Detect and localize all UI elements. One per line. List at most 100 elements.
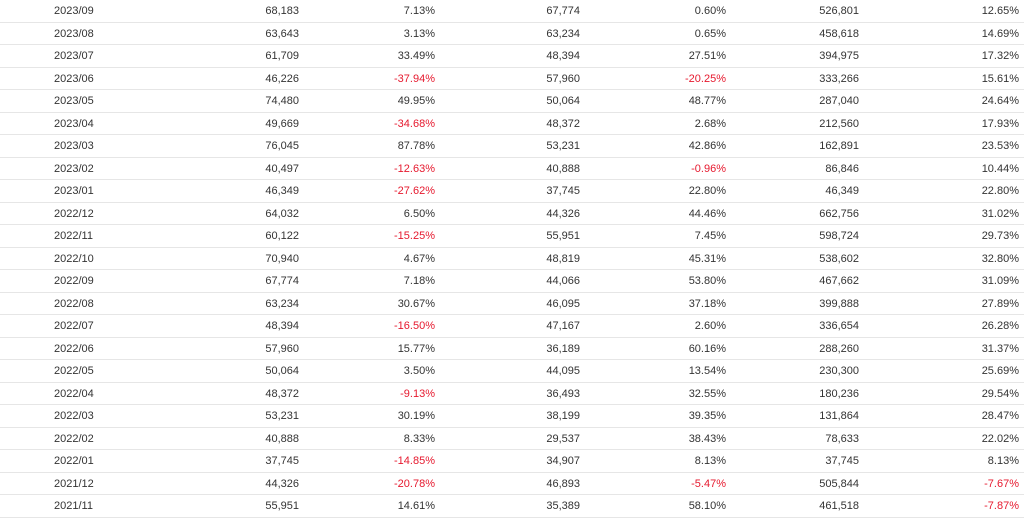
month-cell: 2023/07 [54,50,94,62]
change-2-cell: 27.51% [688,50,726,62]
value-1-cell: 50,064 [265,365,299,377]
cumulative-change-cell: 24.64% [981,95,1019,107]
cumulative-change-cell: 26.28% [981,320,1019,332]
month-cell: 2021/12 [54,477,94,490]
cumulative-value-cell: 86,846 [825,162,859,175]
cumulative-value-cell: 399,888 [819,297,859,310]
change-2-cell: 38.43% [688,432,726,445]
value-1-cell: 61,709 [265,50,299,62]
value-1-cell: 46,226 [265,72,299,85]
value-1-cell: 40,497 [265,162,299,175]
change-1-cell: 7.13% [403,5,435,17]
value-2-cell: 53,231 [546,140,580,152]
value-2-cell: 67,774 [546,5,580,17]
cumulative-change-cell: 27.89% [981,297,1019,310]
change-2-cell: 7.45% [694,230,726,242]
change-2-cell: -5.47% [691,477,726,490]
month-cell: 2023/05 [54,95,94,107]
change-2-cell: 13.54% [688,365,726,377]
cumulative-change-cell: 23.53% [981,140,1019,152]
table-row: 2021/12 44,326 -20.78% 46,893 -5.47% 505,844 -… [0,473,1024,495]
cumulative-change-cell: 10.44% [981,162,1019,175]
change-1-cell: 3.50% [403,365,435,377]
cumulative-value-cell: 336,654 [819,320,859,332]
table-row: 2023/01 46,349 -27.62% 37,745 22.80% 46,349 22… [0,180,1024,203]
change-1-cell: -12.63% [394,162,435,175]
value-2-cell: 44,095 [546,365,580,377]
value-1-cell: 53,231 [265,410,299,422]
cumulative-change-cell: 22.02% [981,432,1019,445]
cumulative-value-cell: 180,236 [819,387,859,400]
month-cell: 2022/11 [54,230,93,242]
cumulative-value-cell: 662,756 [819,207,859,220]
cumulative-change-cell: 31.37% [981,342,1019,355]
month-cell: 2023/03 [54,140,94,152]
month-cell: 2022/05 [54,365,94,377]
cumulative-change-cell: 29.54% [981,387,1019,400]
table-row: 2022/10 70,940 4.67% 48,819 45.31% 538,602 32.… [0,248,1024,270]
cumulative-change-cell: 12.65% [981,5,1019,17]
month-cell: 2023/08 [54,27,94,40]
table-row: 2022/01 37,745 -14.85% 34,907 8.13% 37,745 8.1… [0,450,1024,473]
value-2-cell: 57,960 [546,72,580,85]
value-1-cell: 76,045 [265,140,299,152]
value-1-cell: 74,480 [265,95,299,107]
cumulative-change-cell: -7.67% [984,477,1019,490]
change-1-cell: -16.50% [394,320,435,332]
table-row: 2023/09 68,183 7.13% 67,774 0.60% 526,801 12.6… [0,0,1024,23]
change-2-cell: 39.35% [688,410,726,422]
value-2-cell: 48,372 [546,117,580,130]
value-1-cell: 63,234 [265,297,299,310]
month-cell: 2023/02 [54,162,94,175]
table-row: 2023/04 49,669 -34.68% 48,372 2.68% 212,560 17… [0,113,1024,135]
value-1-cell: 55,951 [265,500,299,512]
cumulative-value-cell: 288,260 [819,342,859,355]
change-2-cell: 60.16% [688,342,726,355]
value-2-cell: 36,189 [546,342,580,355]
cumulative-value-cell: 461,518 [819,500,859,512]
cumulative-change-cell: 8.13% [987,455,1019,467]
table-row: 2023/03 76,045 87.78% 53,231 42.86% 162,891 23… [0,135,1024,158]
change-1-cell: -9.13% [400,387,435,400]
value-1-cell: 64,032 [265,207,299,220]
change-2-cell: 0.60% [694,5,726,17]
table-row: 2022/09 67,774 7.18% 44,066 53.80% 467,662 31.… [0,270,1024,293]
change-1-cell: 87.78% [397,140,435,152]
change-1-cell: 30.67% [397,297,435,310]
cumulative-change-cell: 29.73% [981,230,1019,242]
table-row: 2022/07 48,394 -16.50% 47,167 2.60% 336,654 26… [0,315,1024,338]
month-cell: 2022/08 [54,297,94,310]
change-1-cell: 30.19% [397,410,435,422]
value-2-cell: 47,167 [546,320,580,332]
month-cell: 2022/10 [54,252,94,265]
cumulative-value-cell: 333,266 [819,72,859,85]
month-cell: 2021/11 [54,500,93,512]
value-2-cell: 48,394 [546,50,580,62]
cumulative-value-cell: 538,602 [819,252,859,265]
value-2-cell: 63,234 [546,27,580,40]
cumulative-value-cell: 162,891 [819,140,859,152]
value-2-cell: 48,819 [546,252,580,265]
value-2-cell: 37,745 [546,185,580,197]
change-2-cell: 0.65% [694,27,726,40]
cumulative-change-cell: 31.09% [981,275,1019,287]
change-2-cell: 2.68% [694,117,726,130]
change-1-cell: -34.68% [394,117,435,130]
value-2-cell: 50,064 [546,95,580,107]
value-1-cell: 70,940 [265,252,299,265]
change-1-cell: 4.67% [403,252,435,265]
change-2-cell: 42.86% [688,140,726,152]
change-1-cell: 33.49% [397,50,435,62]
month-cell: 2023/01 [54,185,94,197]
change-1-cell: -14.85% [394,455,435,467]
value-2-cell: 38,199 [546,410,580,422]
month-cell: 2023/06 [54,72,94,85]
month-cell: 2023/09 [54,5,94,17]
value-2-cell: 46,095 [546,297,580,310]
change-2-cell: -20.25% [685,72,726,85]
table-row: 2021/11 55,951 14.61% 35,389 58.10% 461,518 -7… [0,495,1024,518]
table-row: 2023/06 46,226 -37.94% 57,960 -20.25% 333,266… [0,68,1024,90]
value-1-cell: 63,643 [265,27,299,40]
change-1-cell: -27.62% [394,185,435,197]
table-row: 2022/12 64,032 6.50% 44,326 44.46% 662,756 31.… [0,203,1024,225]
